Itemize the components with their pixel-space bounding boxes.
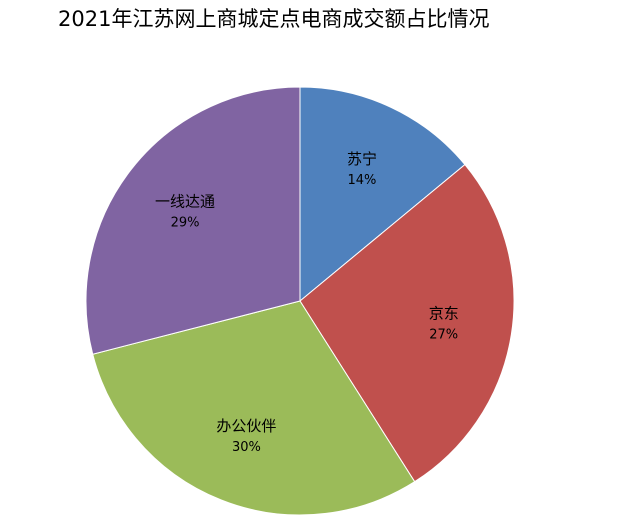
slice-value-label: 29% — [171, 215, 200, 230]
slice-value-label: 30% — [232, 440, 261, 455]
slice-label: 京东 — [429, 304, 459, 322]
chart-title: 2021年江苏网上商城定点电商成交额占比情况 — [58, 7, 489, 31]
pie-slice — [299, 163, 515, 483]
slice-value-label: 14% — [348, 173, 377, 188]
slice-label: 一线达通 — [155, 192, 215, 210]
pie-slice — [299, 86, 466, 303]
slice-value-label: 27% — [429, 327, 458, 342]
slice-label: 苏宁 — [347, 150, 377, 168]
slice-label: 办公伙伴 — [216, 417, 276, 435]
pie-slice — [92, 300, 416, 516]
pie-slice — [85, 86, 301, 355]
